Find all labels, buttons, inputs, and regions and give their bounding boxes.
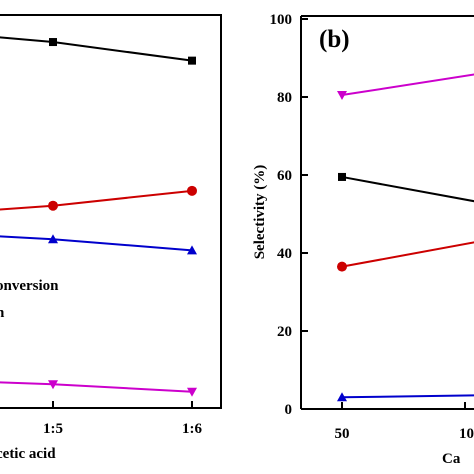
right-y-tick-label: 40 xyxy=(277,246,292,262)
left-legend-text: n xyxy=(0,305,5,321)
right-series-line xyxy=(341,175,474,203)
left-series-line xyxy=(0,235,193,252)
right-data-point xyxy=(337,392,347,402)
right-series-line xyxy=(341,73,474,97)
left-series-line xyxy=(0,189,193,211)
right-y-axis-label: Selectivity (%) xyxy=(252,165,268,260)
right-data-point xyxy=(337,91,347,101)
right-y-tick-label: 80 xyxy=(277,90,292,106)
left-data-point xyxy=(48,200,58,211)
left-series-group xyxy=(0,36,197,397)
left-legend-text: onversion xyxy=(0,278,59,294)
left-data-point xyxy=(49,38,57,47)
left-series-line xyxy=(0,381,193,393)
left-x-tick-label: 1:6 xyxy=(182,421,202,437)
left-x-tick-label: 1:5 xyxy=(43,421,63,437)
left-x-axis-label: cetic acid xyxy=(0,446,56,462)
right-y-tick-label: 60 xyxy=(277,168,292,184)
right-y-tick-label: 20 xyxy=(277,324,292,340)
left-series-line xyxy=(0,36,193,62)
left-plot-frame xyxy=(0,14,222,409)
right-series-group xyxy=(337,73,474,402)
left-data-point xyxy=(188,56,196,65)
right-y-ticks: 0 20 40 60 80 100 xyxy=(270,12,308,418)
panel-label-b: (b) xyxy=(319,26,350,53)
left-data-point xyxy=(187,245,197,255)
right-series-line xyxy=(341,394,474,399)
left-data-point xyxy=(187,185,197,196)
right-series-line xyxy=(341,241,474,268)
right-data-point xyxy=(337,261,347,272)
right-x-tick-label: 50 xyxy=(335,426,350,442)
left-data-point xyxy=(48,380,58,390)
right-y-tick-label: 0 xyxy=(285,402,293,418)
right-x-axis-label: Ca xyxy=(442,451,461,467)
right-data-point xyxy=(338,172,346,181)
right-y-tick-label: 100 xyxy=(270,12,293,28)
left-data-point xyxy=(48,234,58,244)
left-data-point xyxy=(187,387,197,397)
right-x-tick-label: 10 xyxy=(459,426,474,442)
